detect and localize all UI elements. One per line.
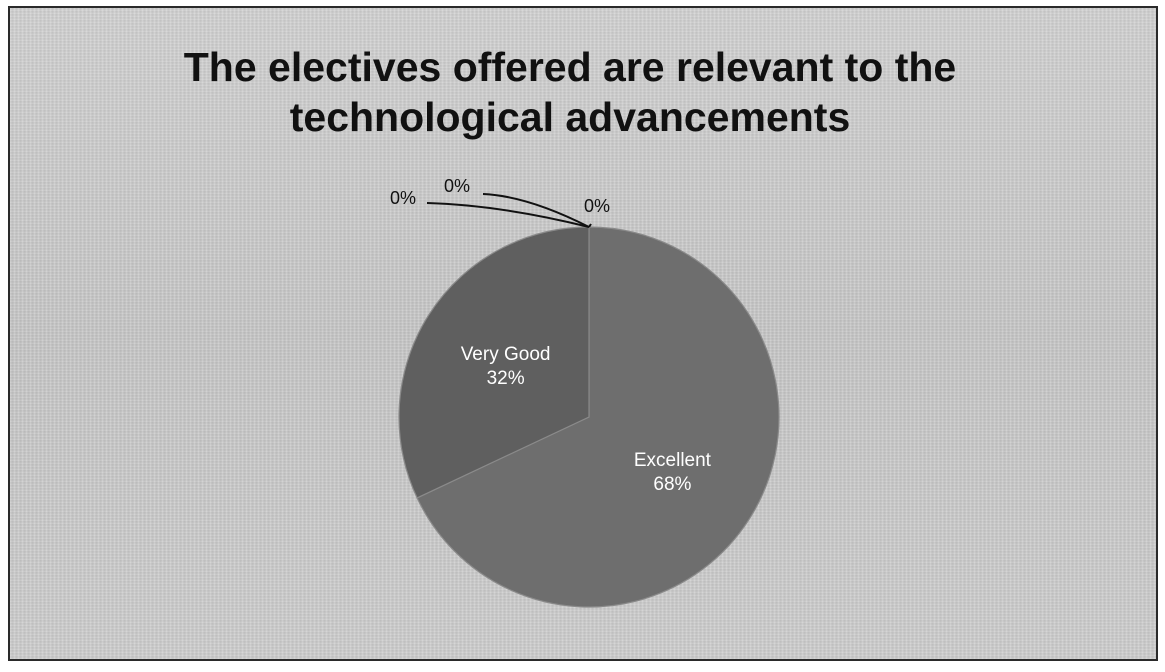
chart-frame: The electives offered are relevant to th… <box>8 6 1158 661</box>
pie-chart: Excellent 68% Very Good 32% 0% 0% 0% <box>390 176 780 608</box>
pie-slice-excellent <box>416 226 780 608</box>
chart-title-line-2: technological advancements <box>289 94 851 140</box>
zero-slice-label: 0% <box>390 188 416 208</box>
slice-label-very-good: Very Good 32% <box>461 344 551 389</box>
chart-title-line-1: The electives offered are relevant to th… <box>183 44 957 90</box>
pie-slice-very-good <box>398 226 590 499</box>
zero-slice-leader-line <box>426 202 590 228</box>
chart-title: The electives offered are relevant to th… <box>10 42 1156 142</box>
slice-label-excellent: Excellent 68% <box>634 450 712 495</box>
zero-slice-leader-line <box>482 193 590 228</box>
zero-slice-leader-line <box>588 223 592 228</box>
zero-slice-label: 0% <box>444 176 470 196</box>
zero-slice-label: 0% <box>584 196 610 216</box>
